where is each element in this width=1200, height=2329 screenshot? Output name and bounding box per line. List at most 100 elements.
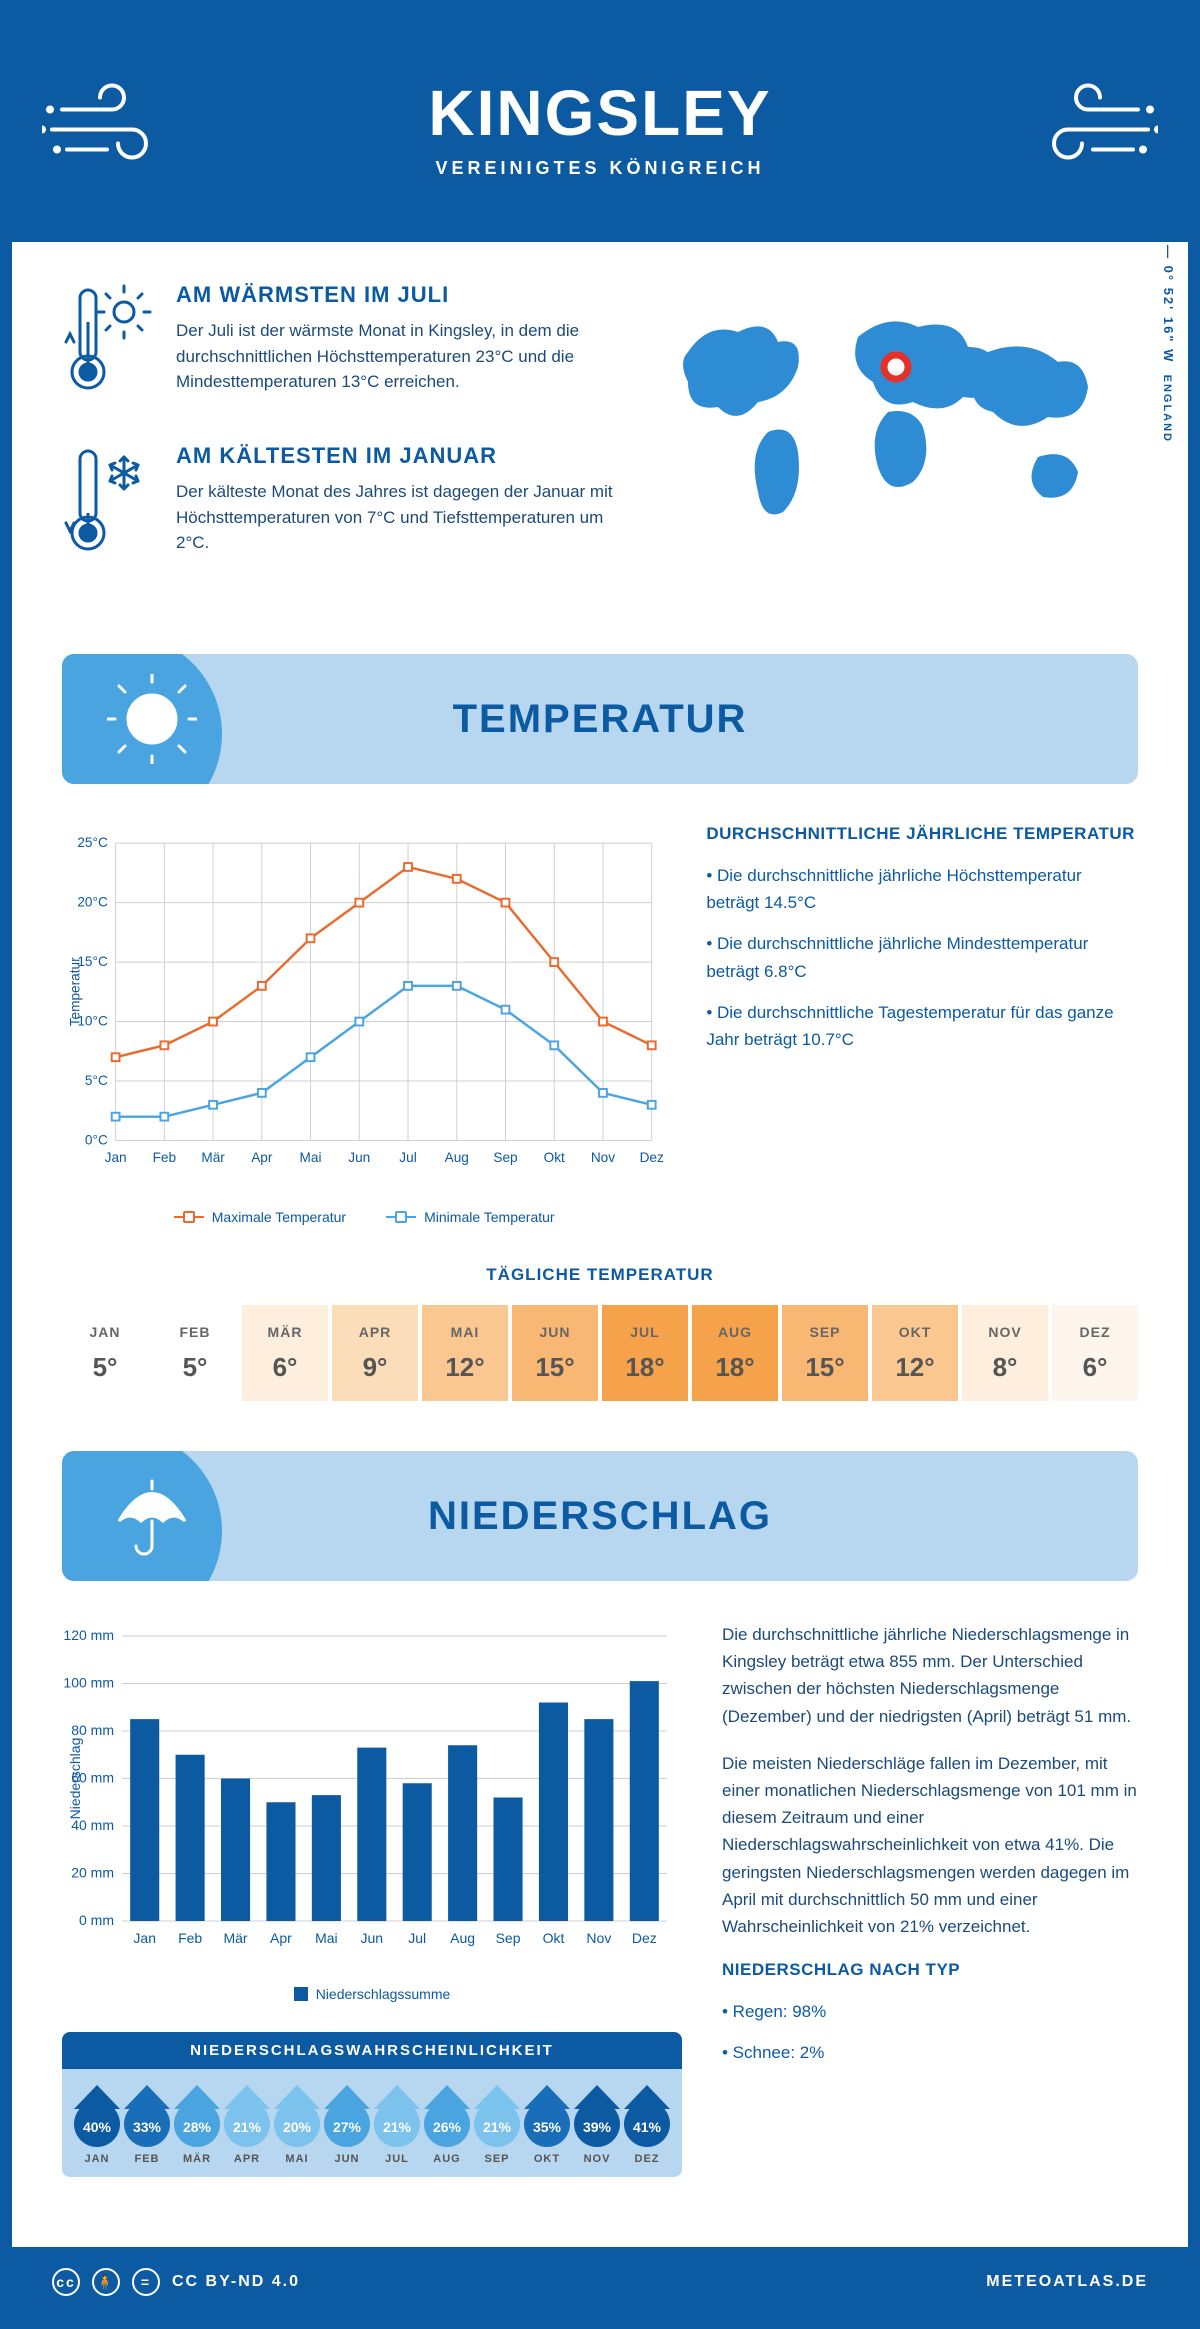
daily-cell: JAN5° <box>62 1305 148 1401</box>
temperature-heading: TEMPERATUR <box>453 697 748 742</box>
intro-row: AM WÄRMSTEN IM JULI Der Juli ist der wär… <box>62 282 1138 604</box>
temperature-summary-text: DURCHSCHNITTLICHE JÄHRLICHE TEMPERATUR •… <box>706 824 1138 1225</box>
probability-drop: 41%DEZ <box>624 2085 670 2165</box>
thermometer-sun-icon <box>62 282 152 407</box>
svg-text:Sep: Sep <box>493 1150 517 1165</box>
probability-drop: 27%JUN <box>324 2085 370 2165</box>
svg-text:Aug: Aug <box>450 1930 475 1946</box>
daily-cell: JUL18° <box>602 1305 688 1401</box>
svg-text:120 mm: 120 mm <box>63 1627 114 1643</box>
warmest-text: Der Juli ist der wärmste Monat in Kingsl… <box>176 318 618 395</box>
svg-text:5°C: 5°C <box>85 1073 108 1088</box>
svg-text:Apr: Apr <box>251 1150 273 1165</box>
svg-text:Jan: Jan <box>133 1930 156 1946</box>
svg-text:Jun: Jun <box>348 1150 370 1165</box>
header-banner: KINGSLEY VEREINIGTES KÖNIGREICH <box>12 12 1188 242</box>
coldest-title: AM KÄLTESTEN IM JANUAR <box>176 443 618 469</box>
location-subtitle: VEREINIGTES KÖNIGREICH <box>435 158 764 179</box>
probability-drop: 40%JAN <box>74 2085 120 2165</box>
svg-text:Sep: Sep <box>496 1930 521 1946</box>
coldest-block: AM KÄLTESTEN IM JANUAR Der kälteste Mona… <box>62 443 618 568</box>
svg-text:Apr: Apr <box>270 1930 292 1946</box>
svg-text:Nov: Nov <box>591 1150 615 1165</box>
world-map-icon <box>658 282 1138 542</box>
precipitation-heading: NIEDERSCHLAG <box>428 1494 772 1539</box>
svg-text:Jan: Jan <box>105 1150 127 1165</box>
daily-cell: FEB5° <box>152 1305 238 1401</box>
wind-icon-left <box>42 75 172 180</box>
svg-text:Okt: Okt <box>544 1150 565 1165</box>
coldest-text: Der kälteste Monat des Jahres ist dagege… <box>176 479 618 556</box>
temperature-banner: TEMPERATUR <box>62 654 1138 784</box>
thermometer-snow-icon <box>62 443 152 568</box>
precipitation-banner: NIEDERSCHLAG <box>62 1451 1138 1581</box>
umbrella-tab-icon <box>62 1451 242 1581</box>
location-marker-icon <box>884 355 908 379</box>
site-label: METEOATLAS.DE <box>986 2273 1148 2291</box>
daily-cell: NOV8° <box>962 1305 1048 1401</box>
sun-tab-icon <box>62 654 242 784</box>
svg-text:Aug: Aug <box>445 1150 469 1165</box>
svg-text:Jul: Jul <box>408 1930 426 1946</box>
probability-drop: 26%AUG <box>424 2085 470 2165</box>
daily-cell: MÄR6° <box>242 1305 328 1401</box>
svg-text:Jun: Jun <box>361 1930 384 1946</box>
coordinates-label: 51° 8' 22" N — 0° 52' 16" W ENGLAND <box>1161 145 1176 443</box>
svg-text:Niederschlag: Niederschlag <box>67 1738 83 1820</box>
legend-precip: Niederschlagssumme <box>294 1986 451 2002</box>
probability-box: NIEDERSCHLAGSWAHRSCHEINLICHKEIT 40%JAN33… <box>62 2032 682 2177</box>
svg-text:0°C: 0°C <box>85 1132 108 1147</box>
precipitation-chart: 0 mm20 mm40 mm60 mm80 mm100 mm120 mmJanF… <box>62 1621 682 2002</box>
svg-text:Mai: Mai <box>315 1930 338 1946</box>
location-title: KINGSLEY <box>428 76 771 150</box>
daily-temp-grid: JAN5°FEB5°MÄR6°APR9°MAI12°JUN15°JUL18°AU… <box>62 1305 1138 1401</box>
cc-icon: cc <box>52 2268 80 2296</box>
probability-drop: 28%MÄR <box>174 2085 220 2165</box>
warmest-title: AM WÄRMSTEN IM JULI <box>176 282 618 308</box>
daily-cell: MAI12° <box>422 1305 508 1401</box>
probability-title: NIEDERSCHLAGSWAHRSCHEINLICHKEIT <box>62 2032 682 2069</box>
daily-cell: AUG18° <box>692 1305 778 1401</box>
daily-cell: OKT12° <box>872 1305 958 1401</box>
probability-drop: 35%OKT <box>524 2085 570 2165</box>
infographic-page: KINGSLEY VEREINIGTES KÖNIGREICH AM WÄRMS… <box>0 0 1200 2329</box>
probability-drop: 21%SEP <box>474 2085 520 2165</box>
probability-drop: 39%NOV <box>574 2085 620 2165</box>
svg-text:80 mm: 80 mm <box>71 1722 114 1738</box>
svg-text:Mär: Mär <box>223 1930 247 1946</box>
license-label: CC BY-ND 4.0 <box>172 2273 300 2291</box>
daily-cell: DEZ6° <box>1052 1305 1138 1401</box>
warmest-block: AM WÄRMSTEN IM JULI Der Juli ist der wär… <box>62 282 618 407</box>
svg-text:Mär: Mär <box>201 1150 225 1165</box>
wind-icon-right <box>1028 75 1158 180</box>
world-map-block: 51° 8' 22" N — 0° 52' 16" W ENGLAND <box>658 282 1138 604</box>
footer-bar: cc 🧍 = CC BY-ND 4.0 METEOATLAS.DE <box>12 2247 1188 2317</box>
svg-text:Jul: Jul <box>399 1150 416 1165</box>
daily-cell: JUN15° <box>512 1305 598 1401</box>
daily-cell: SEP15° <box>782 1305 868 1401</box>
svg-text:Feb: Feb <box>178 1930 202 1946</box>
svg-text:0 mm: 0 mm <box>79 1912 114 1928</box>
temperature-chart: 0°C5°C10°C15°C20°C25°CJanFebMärAprMaiJun… <box>62 824 666 1225</box>
precipitation-summary-text: Die durchschnittliche jährliche Niedersc… <box>722 1621 1138 2177</box>
svg-text:100 mm: 100 mm <box>63 1675 114 1691</box>
probability-drop: 20%MAI <box>274 2085 320 2165</box>
nd-icon: = <box>132 2268 160 2296</box>
legend-min: Minimale Temperatur <box>386 1209 554 1225</box>
svg-text:Feb: Feb <box>153 1150 176 1165</box>
daily-temp-title: TÄGLICHE TEMPERATUR <box>62 1265 1138 1285</box>
svg-text:Dez: Dez <box>632 1930 657 1946</box>
svg-text:Temperatur: Temperatur <box>68 957 83 1026</box>
svg-text:Okt: Okt <box>543 1930 565 1946</box>
svg-text:20 mm: 20 mm <box>71 1865 114 1881</box>
svg-text:Mai: Mai <box>300 1150 322 1165</box>
svg-text:25°C: 25°C <box>77 835 108 850</box>
by-icon: 🧍 <box>92 2268 120 2296</box>
probability-drop: 21%APR <box>224 2085 270 2165</box>
svg-text:Nov: Nov <box>586 1930 611 1946</box>
legend-max: Maximale Temperatur <box>174 1209 346 1225</box>
svg-text:Dez: Dez <box>640 1150 664 1165</box>
probability-drop: 33%FEB <box>124 2085 170 2165</box>
daily-cell: APR9° <box>332 1305 418 1401</box>
svg-text:20°C: 20°C <box>77 895 108 910</box>
